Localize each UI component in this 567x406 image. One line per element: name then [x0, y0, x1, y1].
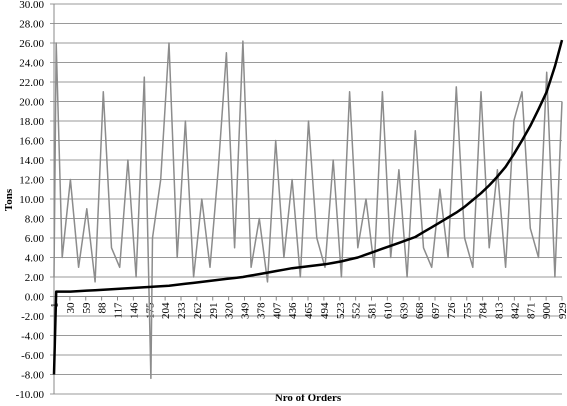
x-tick-label: 59 — [81, 302, 93, 314]
y-tick-label: 2.00 — [25, 272, 45, 284]
y-tick-label: 20.00 — [19, 97, 44, 109]
y-tick-label: 26.00 — [19, 38, 44, 50]
y-tick-label: -10.00 — [16, 389, 45, 401]
x-tick-label: 349 — [240, 302, 252, 319]
y-tick-label: -8.00 — [21, 370, 44, 382]
y-tick-label: 10.00 — [19, 194, 44, 206]
x-tick-label: 668 — [414, 302, 426, 319]
x-tick-label: 842 — [509, 303, 521, 320]
x-tick-label: 900 — [541, 302, 553, 319]
y-tick-label: 30.00 — [19, 0, 44, 11]
y-tick-label: 4.00 — [25, 253, 45, 265]
x-tick-label: 523 — [335, 302, 347, 319]
y-tick-label: 28.00 — [19, 19, 44, 31]
x-tick-label: 117 — [113, 302, 125, 319]
y-tick-label: 12.00 — [19, 175, 44, 187]
x-tick-label: 262 — [192, 303, 204, 320]
x-tick-label: 465 — [303, 302, 315, 319]
x-tick-label: 175 — [144, 302, 156, 319]
x-tick-label: 871 — [525, 303, 537, 320]
x-tick-label: 146 — [128, 302, 140, 319]
x-tick-label: 30 — [65, 302, 77, 314]
x-tick-label: 291 — [208, 303, 220, 320]
y-tick-label: -2.00 — [21, 311, 44, 323]
y-tick-label: 6.00 — [25, 233, 45, 245]
x-tick-label: 639 — [398, 302, 410, 319]
x-tick-label: 233 — [176, 302, 188, 319]
x-tick-label: 204 — [160, 302, 172, 319]
y-tick-label: -6.00 — [21, 350, 44, 362]
y-tick-label: -4.00 — [21, 331, 44, 343]
x-axis-label: Nro of Orders — [275, 392, 342, 404]
x-tick-label: 436 — [287, 302, 299, 319]
y-tick-label: 8.00 — [25, 214, 45, 226]
x-tick-label: 726 — [446, 302, 458, 319]
data-line — [52, 39, 564, 375]
x-tick-label: 929 — [557, 302, 567, 319]
y-tick-label: 16.00 — [19, 136, 44, 148]
x-tick-label: 697 — [430, 302, 442, 319]
x-tick-label: 320 — [224, 302, 236, 319]
x-tick-label: 88 — [97, 302, 109, 314]
y-tick-label: 22.00 — [19, 77, 44, 89]
data-line — [53, 40, 563, 380]
x-tick-label: 378 — [255, 302, 267, 319]
x-tick-label: 407 — [271, 302, 283, 319]
y-tick-label: 0.00 — [25, 292, 45, 304]
x-tick-label: 581 — [367, 303, 379, 320]
x-tick-label: 784 — [478, 302, 490, 319]
x-tick-label: 755 — [462, 302, 474, 319]
x-tick-label: 494 — [319, 302, 331, 319]
x-tick-label: 552 — [351, 303, 363, 320]
y-tick-label: 18.00 — [19, 116, 44, 128]
x-tick-label: 610 — [382, 302, 394, 319]
y-axis-label: Tons — [3, 188, 15, 211]
x-tick-label: 813 — [494, 302, 506, 319]
y-tick-label: 24.00 — [19, 58, 44, 70]
y-tick-label: 14.00 — [19, 155, 44, 167]
